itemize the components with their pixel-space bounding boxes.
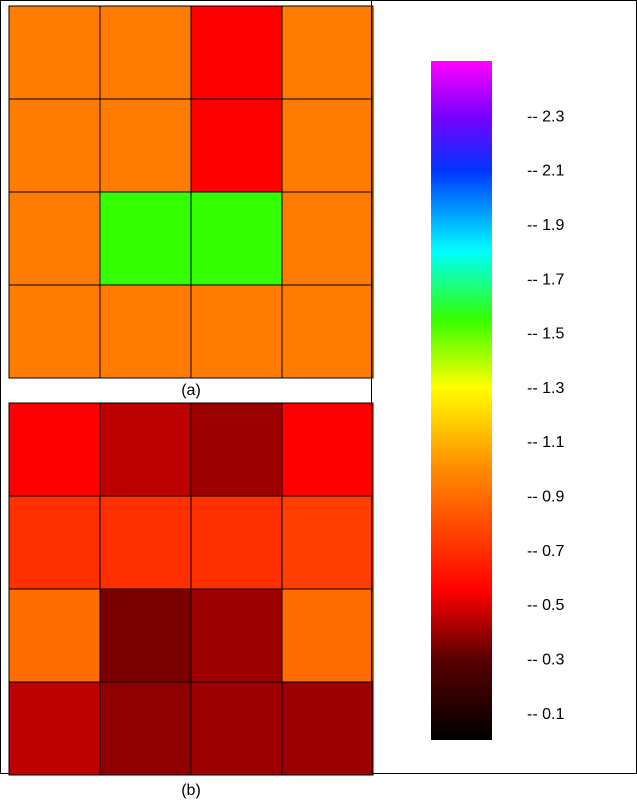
heatmap-cell (281, 495, 374, 590)
heatmap-cell (281, 402, 374, 497)
colorbar-tick-label: -- 0.5 (527, 597, 564, 614)
heatmap-cell (99, 402, 192, 497)
heatmap-cell (99, 5, 192, 100)
heatmap-cell (8, 191, 101, 286)
colorbar (431, 61, 492, 740)
heatmap-cell (281, 284, 374, 379)
heatmap-cell (281, 5, 374, 100)
heatmap-cell (281, 588, 374, 683)
colorbar-tick-label: -- 0.1 (527, 706, 564, 723)
heatmap-cell (8, 588, 101, 683)
colorbar-tick-label: -- 1.9 (527, 217, 564, 234)
colorbar-tick-label: -- 0.3 (527, 652, 564, 669)
heatmap-cell (99, 681, 192, 776)
heatmap-cell (190, 284, 283, 379)
heatmap-cell (281, 191, 374, 286)
heatmap-cell (99, 191, 192, 286)
colorbar-tick-label: -- 1.5 (527, 326, 564, 343)
heatmap-cell (8, 284, 101, 379)
heatmap-cell (281, 681, 374, 776)
panel-outline (8, 402, 374, 776)
heatmap-cell (99, 495, 192, 590)
heatmap-cell (190, 402, 283, 497)
heatmap-cell (8, 495, 101, 590)
heatmap-cell (190, 191, 283, 286)
heatmap-cell (281, 98, 374, 193)
heatmap-cell (8, 681, 101, 776)
heatmap-cell (8, 98, 101, 193)
heatmap-cell (190, 5, 283, 100)
colorbar-tick-label: -- 1.1 (527, 434, 564, 451)
panel-label: (a) (181, 382, 201, 399)
heatmap-cell (190, 588, 283, 683)
panel-label: (b) (181, 782, 201, 799)
heatmap-cell (190, 98, 283, 193)
heatmap-cell (8, 5, 101, 100)
colorbar-tick-label: -- 1.3 (527, 380, 564, 397)
colorbar-tick-label: -- 2.3 (527, 108, 564, 125)
heatmap-cell (99, 284, 192, 379)
colorbar-tick-label: -- 0.7 (527, 543, 564, 560)
panel-outline (8, 5, 374, 379)
heatmap-cell (190, 681, 283, 776)
heatmap-cell (190, 495, 283, 590)
heatmap-cell (8, 402, 101, 497)
colorbar-tick-label: -- 1.7 (527, 271, 564, 288)
colorbar-tick-label: -- 0.9 (527, 489, 564, 506)
heatmap-cell (99, 588, 192, 683)
heatmap-cell (99, 98, 192, 193)
colorbar-tick-label: -- 2.1 (527, 163, 564, 180)
